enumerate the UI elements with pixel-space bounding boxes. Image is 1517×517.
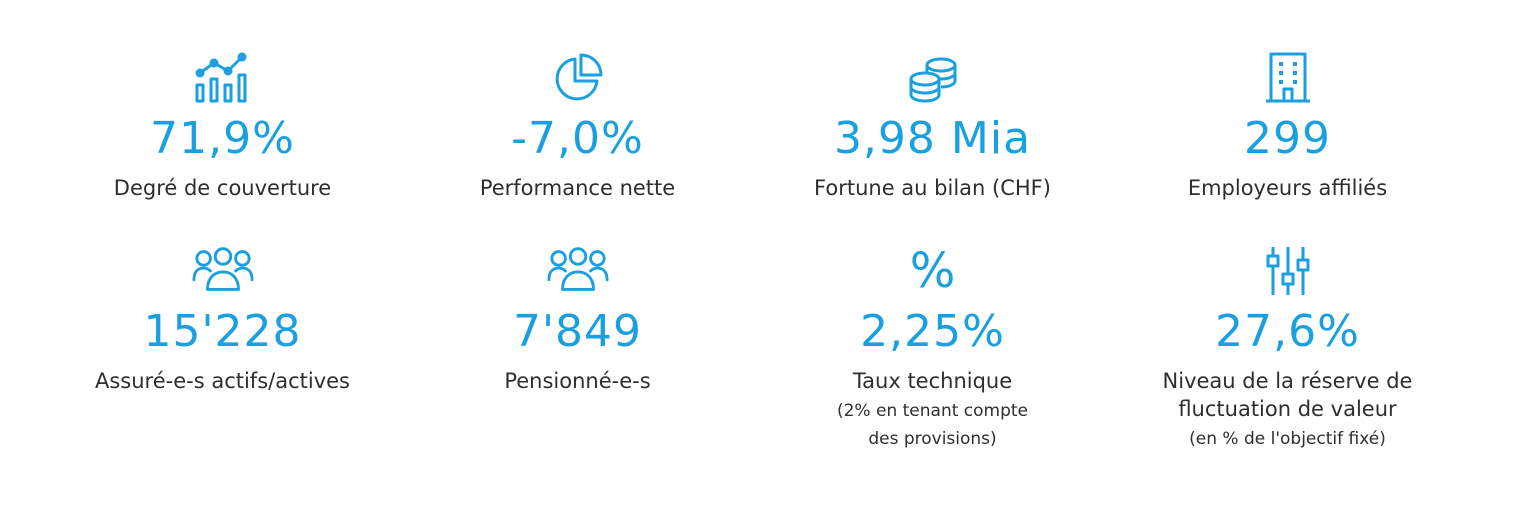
key-figures-grid: 71,9% Degré de couverture -7,0% Performa… bbox=[45, 50, 1465, 493]
stat-value: 15'228 bbox=[143, 306, 302, 357]
chart-analytics-icon bbox=[192, 50, 254, 106]
stat-value: 299 bbox=[1244, 113, 1331, 164]
stat-note-line: des provisions) bbox=[868, 429, 997, 449]
stat-fluctuation-reserve: 27,6% Niveau de la réserve de fluctuatio… bbox=[1110, 243, 1465, 493]
stat-label: Employeurs affiliés bbox=[1187, 176, 1388, 200]
stat-value: 2,25% bbox=[860, 306, 1005, 357]
stat-label-line: fluctuation de valeur bbox=[1178, 397, 1397, 421]
people-group-icon bbox=[546, 243, 609, 299]
sliders-icon bbox=[1257, 243, 1319, 299]
stat-active-insured: 15'228 Assuré-e-s actifs/actives bbox=[45, 243, 400, 493]
coins-icon bbox=[902, 50, 964, 106]
stat-note: (en % de l'objectif fixé) bbox=[1189, 429, 1386, 449]
stat-label: Fortune au bilan (CHF) bbox=[814, 176, 1051, 200]
stat-label-line: Niveau de la réserve de bbox=[1162, 369, 1413, 393]
stat-label: Assuré-e-s actifs/actives bbox=[94, 369, 350, 393]
stat-net-performance: -7,0% Performance nette bbox=[400, 50, 755, 243]
percent-icon: % bbox=[909, 243, 956, 299]
stat-note-line: (2% en tenant compte bbox=[836, 401, 1029, 421]
pie-chart-icon bbox=[547, 50, 609, 106]
stat-balance-sheet-assets: 3,98 Mia Fortune au bilan (CHF) bbox=[755, 50, 1110, 243]
stat-coverage-degree: 71,9% Degré de couverture bbox=[45, 50, 400, 243]
stat-pensioners: 7'849 Pensionné-e-s bbox=[400, 243, 755, 493]
stat-label: Degré de couverture bbox=[113, 176, 332, 200]
stat-technical-rate: % 2,25% Taux technique (2% en tenant com… bbox=[755, 243, 1110, 493]
people-group-icon bbox=[191, 243, 254, 299]
stat-value: 71,9% bbox=[150, 113, 295, 164]
stat-value: 3,98 Mia bbox=[833, 113, 1032, 164]
stat-value: 27,6% bbox=[1215, 306, 1360, 357]
building-icon bbox=[1257, 50, 1319, 106]
stat-label: Taux technique bbox=[852, 369, 1013, 393]
stat-affiliated-employers: 299 Employeurs affiliés bbox=[1110, 50, 1465, 243]
stat-label: Pensionné-e-s bbox=[504, 369, 651, 393]
stat-value: -7,0% bbox=[511, 113, 644, 164]
stat-value: 7'849 bbox=[512, 306, 643, 357]
stat-label: Performance nette bbox=[479, 176, 676, 200]
